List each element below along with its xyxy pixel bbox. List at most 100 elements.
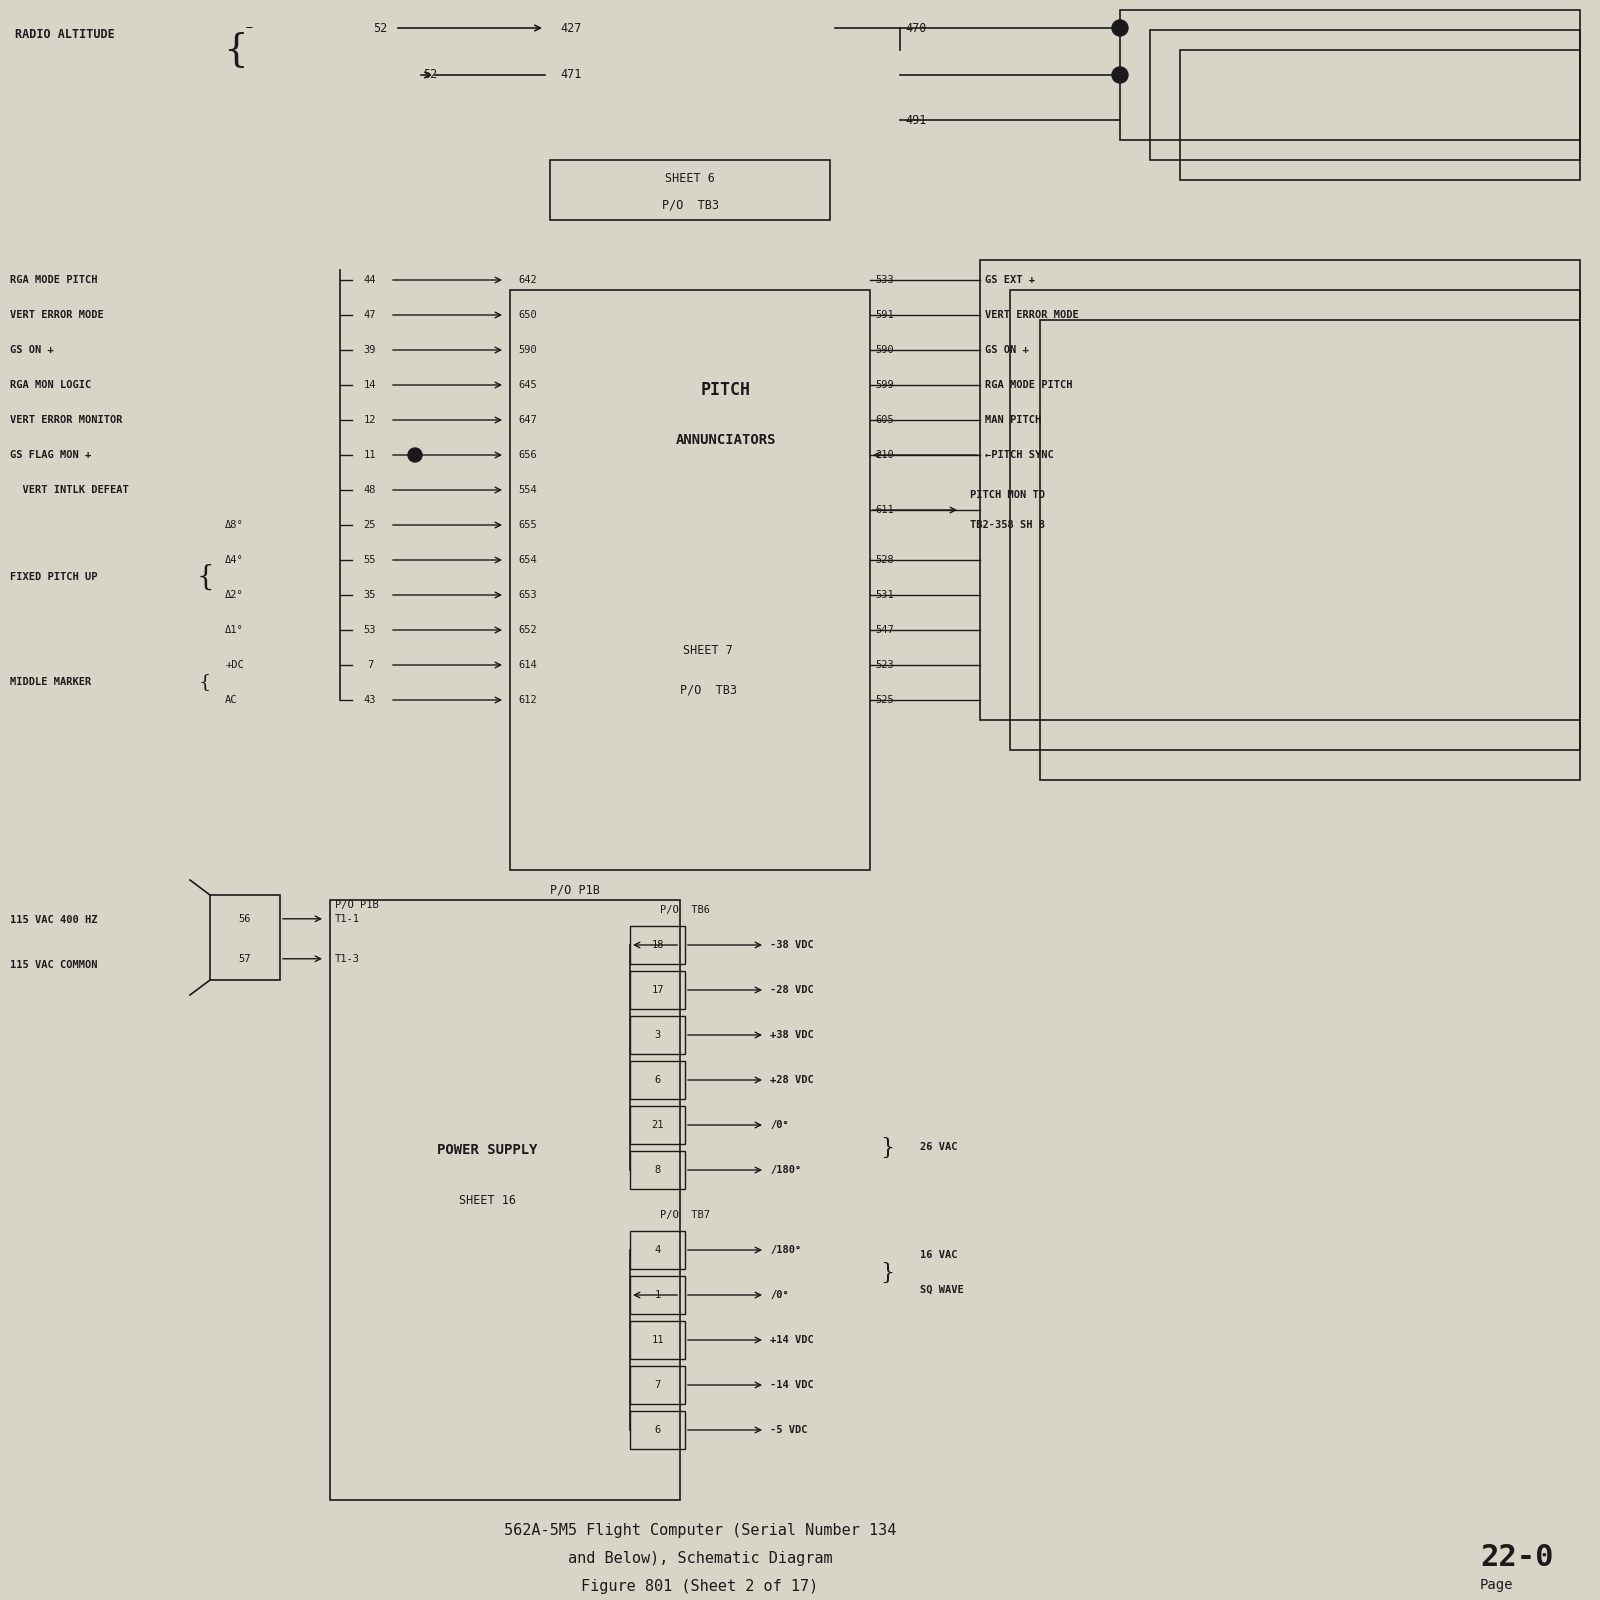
Text: 656: 656 xyxy=(518,450,536,461)
Text: VERT ERROR MONITOR: VERT ERROR MONITOR xyxy=(10,414,123,426)
Bar xyxy=(630,1366,685,1405)
Text: VERT ERROR MODE: VERT ERROR MODE xyxy=(10,310,104,320)
Bar xyxy=(550,160,830,219)
Circle shape xyxy=(1112,67,1128,83)
Text: 642: 642 xyxy=(518,275,536,285)
Text: 590: 590 xyxy=(518,346,536,355)
Text: SHEET 16: SHEET 16 xyxy=(459,1194,515,1206)
Text: /0°: /0° xyxy=(770,1290,789,1299)
Text: T1-3: T1-3 xyxy=(334,954,360,963)
Text: 525: 525 xyxy=(875,694,894,706)
Text: 35: 35 xyxy=(363,590,376,600)
Text: and Below), Schematic Diagram: and Below), Schematic Diagram xyxy=(568,1550,832,1565)
Text: /180°: /180° xyxy=(770,1245,802,1254)
Text: Δ1°: Δ1° xyxy=(226,626,243,635)
Bar xyxy=(1040,320,1581,781)
Bar xyxy=(210,894,280,979)
Bar xyxy=(330,899,680,1501)
Text: 612: 612 xyxy=(518,694,536,706)
Text: /180°: /180° xyxy=(770,1165,802,1174)
Text: 590: 590 xyxy=(875,346,894,355)
Text: VERT ERROR MODE: VERT ERROR MODE xyxy=(986,310,1078,320)
Text: RADIO ALTITUDE: RADIO ALTITUDE xyxy=(14,29,115,42)
Text: P/O P1B: P/O P1B xyxy=(550,883,600,896)
Bar xyxy=(630,1277,685,1314)
Text: P/O P1B: P/O P1B xyxy=(334,899,379,910)
Text: 17: 17 xyxy=(651,986,664,995)
Text: 652: 652 xyxy=(518,626,536,635)
Text: 21: 21 xyxy=(651,1120,664,1130)
Text: -14 VDC: -14 VDC xyxy=(770,1379,814,1390)
Text: 18: 18 xyxy=(651,939,664,950)
Text: ←PITCH SYNC: ←PITCH SYNC xyxy=(986,450,1054,461)
Text: +38 VDC: +38 VDC xyxy=(770,1030,814,1040)
Bar xyxy=(1120,10,1581,141)
Text: P/O  TB6: P/O TB6 xyxy=(661,906,710,915)
Text: 55: 55 xyxy=(363,555,376,565)
Circle shape xyxy=(1112,19,1128,35)
Text: TB2-358 SH 8: TB2-358 SH 8 xyxy=(970,520,1045,530)
Text: SHEET 6: SHEET 6 xyxy=(666,171,715,184)
Text: 647: 647 xyxy=(518,414,536,426)
Text: Page: Page xyxy=(1480,1578,1514,1592)
Bar xyxy=(630,1106,685,1144)
Text: 653: 653 xyxy=(518,590,536,600)
Text: 491: 491 xyxy=(906,114,926,126)
Text: ANNUNCIATORS: ANNUNCIATORS xyxy=(675,434,776,446)
Text: 14: 14 xyxy=(363,379,376,390)
Text: {: { xyxy=(222,32,248,69)
Text: 53: 53 xyxy=(363,626,376,635)
Text: POWER SUPPLY: POWER SUPPLY xyxy=(437,1142,538,1157)
Text: GS ON +: GS ON + xyxy=(986,346,1029,355)
Bar xyxy=(630,1016,685,1054)
Text: 6: 6 xyxy=(654,1426,661,1435)
Bar xyxy=(630,1061,685,1099)
Text: RGA MON LOGIC: RGA MON LOGIC xyxy=(10,379,91,390)
Text: 554: 554 xyxy=(518,485,536,494)
Text: 39: 39 xyxy=(363,346,376,355)
Text: {: { xyxy=(197,565,214,590)
Text: 4: 4 xyxy=(654,1245,661,1254)
Bar xyxy=(1150,30,1581,160)
Bar xyxy=(630,926,685,963)
Text: 43: 43 xyxy=(363,694,376,706)
Text: 7: 7 xyxy=(654,1379,661,1390)
Text: 655: 655 xyxy=(518,520,536,530)
Text: 25: 25 xyxy=(363,520,376,530)
Text: +28 VDC: +28 VDC xyxy=(770,1075,814,1085)
Text: 591: 591 xyxy=(875,310,894,320)
Text: 654: 654 xyxy=(518,555,536,565)
Text: 6: 6 xyxy=(654,1075,661,1085)
Text: RGA MODE PITCH: RGA MODE PITCH xyxy=(986,379,1072,390)
Text: -28 VDC: -28 VDC xyxy=(770,986,814,995)
Text: 523: 523 xyxy=(875,659,894,670)
Text: Δ4°: Δ4° xyxy=(226,555,243,565)
Text: FIXED PITCH UP: FIXED PITCH UP xyxy=(10,573,98,582)
Text: 614: 614 xyxy=(518,659,536,670)
Text: 57: 57 xyxy=(238,954,251,963)
Text: 562A-5M5 Flight Computer (Serial Number 134: 562A-5M5 Flight Computer (Serial Number … xyxy=(504,1523,896,1538)
Text: }: } xyxy=(880,1261,894,1283)
Text: 427: 427 xyxy=(560,21,581,35)
Text: 48: 48 xyxy=(363,485,376,494)
Bar xyxy=(510,290,870,870)
Text: 547: 547 xyxy=(875,626,894,635)
Text: GS ON +: GS ON + xyxy=(10,346,54,355)
Text: 47: 47 xyxy=(363,310,376,320)
Text: {: { xyxy=(198,674,211,691)
Text: -38 VDC: -38 VDC xyxy=(770,939,814,950)
Text: 645: 645 xyxy=(518,379,536,390)
Circle shape xyxy=(408,448,422,462)
Text: 22-0: 22-0 xyxy=(1480,1544,1554,1573)
Text: 56: 56 xyxy=(238,914,251,923)
Text: 1: 1 xyxy=(654,1290,661,1299)
Text: 531: 531 xyxy=(875,590,894,600)
Text: }: } xyxy=(880,1136,894,1158)
Text: SHEET 7: SHEET 7 xyxy=(683,643,733,656)
Text: T1-1: T1-1 xyxy=(334,914,360,923)
Text: 533: 533 xyxy=(875,275,894,285)
Text: -5 VDC: -5 VDC xyxy=(770,1426,808,1435)
Bar xyxy=(630,1230,685,1269)
Text: 11: 11 xyxy=(363,450,376,461)
Text: −: − xyxy=(245,21,253,35)
